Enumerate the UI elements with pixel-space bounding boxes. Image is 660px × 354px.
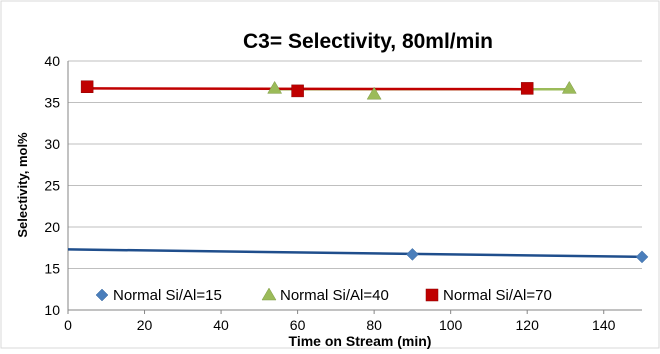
trendlines [67,87,643,259]
x-tick-label: 20 [137,317,153,333]
y-axis-label: Selectivity, mol% [15,132,30,238]
y-tick-label: 20 [44,219,60,235]
legend-marker [95,288,109,302]
data-point [520,82,534,95]
legend: Normal Si/Al=15 Normal Si/Al=40 Normal Si/… [95,287,552,304]
x-tick-label: 140 [592,317,616,333]
trendline [87,87,528,91]
x-tick-label: 0 [64,317,72,333]
y-tick-label: 15 [44,261,60,277]
legend-marker [425,288,439,302]
gridlines [68,60,642,269]
axes: 10 15 20 25 30 35 40 0 20 40 60 80 100 120 140 [44,53,642,333]
y-tick-label: 25 [44,178,60,194]
data-point [406,248,419,261]
x-tick-label: 120 [516,317,540,333]
y-tick-label: 10 [44,302,60,318]
legend-label: Normal Si/Al=40 [280,287,389,304]
legend-label: Normal Si/Al=70 [443,287,552,304]
y-tick-label: 40 [44,53,60,69]
x-tick-label: 100 [439,317,463,333]
data-point [80,80,94,93]
data-point [366,86,382,100]
x-tick-label: 40 [213,317,229,333]
x-tick-label: 60 [290,317,306,333]
data-point [291,84,304,98]
legend-label: Normal Si/Al=15 [113,287,222,304]
data-markers [80,80,649,264]
data-point [267,80,283,94]
trendline [67,248,643,259]
data-point [635,250,649,264]
legend-marker [261,287,277,301]
x-tick-label: 80 [366,317,382,333]
x-axis-label: Time on Stream (min) [289,333,432,349]
chart-title: C3= Selectivity, 80ml/min [243,30,493,53]
y-tick-label: 30 [44,136,60,152]
y-tick-label: 35 [44,95,60,111]
data-point [561,80,577,94]
